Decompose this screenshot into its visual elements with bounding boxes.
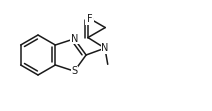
Text: N: N [101, 43, 109, 53]
Text: N: N [71, 34, 78, 44]
Text: F: F [87, 14, 92, 24]
Text: O: O [86, 15, 93, 25]
Text: S: S [71, 66, 77, 76]
